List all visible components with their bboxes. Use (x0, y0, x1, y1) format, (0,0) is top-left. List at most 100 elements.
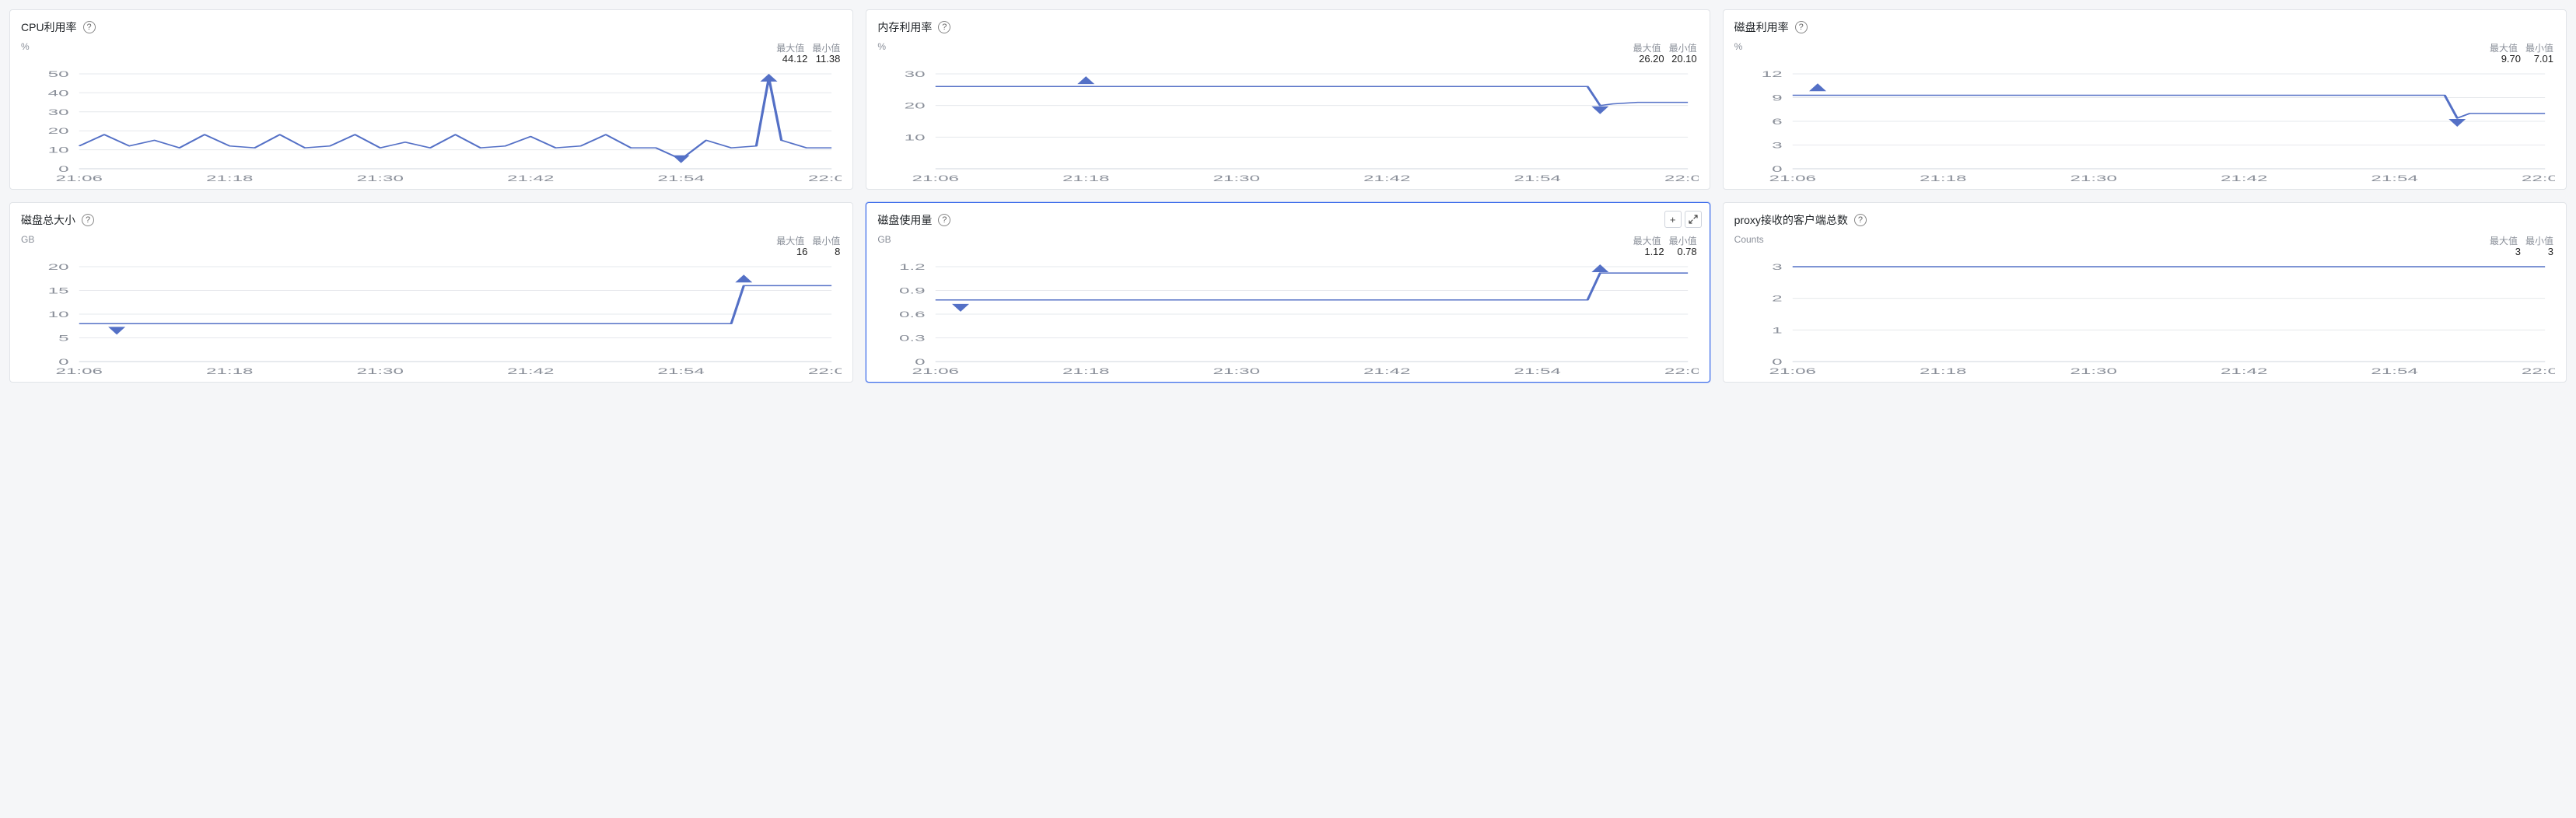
svg-text:21:54: 21:54 (2371, 366, 2417, 376)
chart-area[interactable]: 0510152021:0621:1821:3021:4221:5422:06 (21, 260, 842, 377)
stat-max-value: 26.20 (1632, 53, 1664, 65)
svg-text:12: 12 (1761, 69, 1782, 79)
svg-text:21:42: 21:42 (2221, 366, 2267, 376)
svg-text:0: 0 (915, 357, 925, 366)
panel-header: 磁盘利用率? (1734, 19, 2555, 35)
stat-max-label: 最大值 (776, 43, 804, 54)
svg-text:0: 0 (58, 357, 68, 366)
stats-block: 最大值最小值26.2020.10 (1626, 41, 1697, 65)
chart-panel-proxy-clients: proxy接收的客户端总数?Counts最大值最小值33012321:0621:… (1723, 202, 2567, 383)
svg-text:22:06: 22:06 (1664, 173, 1698, 183)
stat-min-label: 最小值 (1669, 236, 1697, 246)
help-icon[interactable]: ? (938, 21, 950, 33)
svg-text:5: 5 (58, 334, 68, 343)
svg-text:6: 6 (1772, 117, 1782, 126)
stat-max-label: 最大值 (776, 236, 804, 246)
chart-area[interactable]: 012321:0621:1821:3021:4221:5422:06 (1734, 260, 2555, 377)
chart-panel-disk-total: 磁盘总大小?GB最大值最小值1680510152021:0621:1821:30… (9, 202, 853, 383)
stat-min-value: 20.10 (1664, 53, 1697, 65)
chart-panel-memory: 内存利用率?%最大值最小值26.2020.1010203021:0621:182… (866, 9, 1710, 190)
chart-area[interactable]: 03691221:0621:1821:3021:4221:5422:06 (1734, 68, 2555, 184)
stats-block: 最大值最小值9.707.01 (2482, 41, 2553, 65)
chart-area[interactable]: 00.30.60.91.221:0621:1821:3021:4221:5422… (877, 260, 1698, 377)
svg-text:15: 15 (48, 286, 69, 295)
help-icon[interactable]: ? (1854, 214, 1867, 226)
svg-text:22:06: 22:06 (2522, 173, 2555, 183)
chart-area[interactable]: 0102030405021:0621:1821:3021:4221:5422:0… (21, 68, 842, 184)
svg-text:21:30: 21:30 (2070, 366, 2116, 376)
panel-title: 内存利用率 (877, 19, 932, 35)
panel-header: proxy接收的客户端总数? (1734, 212, 2555, 228)
unit-row: % 最大值最小值44.1211.38 (21, 41, 842, 65)
stats-block: 最大值最小值1.120.78 (1626, 234, 1697, 257)
unit-label: Counts (1734, 234, 1764, 245)
panel-title: proxy接收的客户端总数 (1734, 212, 1848, 228)
stat-max-label: 最大值 (2490, 236, 2518, 246)
svg-text:21:54: 21:54 (1514, 366, 1561, 376)
stat-max-label: 最大值 (2490, 43, 2518, 54)
expand-button[interactable] (1685, 211, 1702, 228)
stats-values: 9.707.01 (2482, 53, 2553, 65)
svg-text:21:54: 21:54 (1514, 173, 1561, 183)
svg-text:20: 20 (48, 126, 69, 135)
svg-text:20: 20 (48, 262, 69, 271)
svg-text:3: 3 (1772, 141, 1782, 150)
line-chart: 10203021:0621:1821:3021:4221:5422:06 (877, 68, 1698, 184)
stats-values: 44.1211.38 (768, 53, 840, 65)
svg-text:21:06: 21:06 (1769, 366, 1815, 376)
help-icon[interactable]: ? (1795, 21, 1808, 33)
svg-text:21:42: 21:42 (2221, 173, 2267, 183)
panel-header: 内存利用率? (877, 19, 1698, 35)
help-icon[interactable]: ? (83, 21, 96, 33)
help-icon[interactable]: ? (938, 214, 950, 226)
svg-text:21:54: 21:54 (657, 173, 704, 183)
chart-panel-cpu: CPU利用率?%最大值最小值44.1211.380102030405021:06… (9, 9, 853, 190)
svg-text:21:18: 21:18 (206, 366, 253, 376)
stats-values: 168 (768, 246, 840, 257)
svg-text:30: 30 (48, 107, 69, 117)
unit-row: Counts最大值最小值33 (1734, 234, 2555, 257)
stat-max-value: 44.12 (775, 53, 807, 65)
unit-label: % (21, 41, 30, 52)
stat-max-value: 16 (775, 246, 807, 257)
svg-text:21:30: 21:30 (356, 366, 403, 376)
panel-header: 磁盘总大小? (21, 212, 842, 228)
svg-text:21:42: 21:42 (1363, 173, 1410, 183)
svg-text:21:42: 21:42 (507, 173, 554, 183)
unit-row: %最大值最小值26.2020.10 (877, 41, 1698, 65)
stat-min-value: 0.78 (1664, 246, 1697, 257)
svg-text:21:06: 21:06 (1769, 173, 1815, 183)
add-button[interactable]: + (1664, 211, 1682, 228)
stats-block: 最大值最小值44.1211.38 (768, 41, 840, 65)
svg-text:22:06: 22:06 (2522, 366, 2555, 376)
svg-text:21:06: 21:06 (56, 173, 103, 183)
chart-panel-disk-used: 磁盘使用量?+GB最大值最小值1.120.7800.30.60.91.221:0… (866, 202, 1710, 383)
panel-title: 磁盘总大小 (21, 212, 75, 228)
svg-text:10: 10 (905, 132, 926, 142)
svg-text:10: 10 (48, 145, 69, 155)
stat-min-label: 最小值 (2525, 43, 2553, 54)
svg-text:9: 9 (1772, 93, 1782, 103)
svg-text:0: 0 (58, 164, 68, 173)
stat-min-value: 3 (2521, 246, 2553, 257)
stat-max-value: 9.70 (2488, 53, 2521, 65)
help-icon[interactable]: ? (82, 214, 94, 226)
stat-min-label: 最小值 (2525, 236, 2553, 246)
stat-max-value: 1.12 (1632, 246, 1664, 257)
svg-text:2: 2 (1772, 294, 1782, 303)
svg-text:22:06: 22:06 (808, 173, 842, 183)
svg-text:21:30: 21:30 (1213, 173, 1260, 183)
svg-text:0.6: 0.6 (899, 309, 926, 319)
svg-text:0.3: 0.3 (899, 334, 926, 343)
line-chart: 0510152021:0621:1821:3021:4221:5422:06 (21, 260, 842, 377)
unit-label: GB (21, 234, 34, 245)
svg-text:22:06: 22:06 (1664, 366, 1698, 376)
panel-actions: + (1664, 211, 1702, 228)
panel-title: CPU利用率 (21, 19, 77, 35)
stat-max-value: 3 (2488, 246, 2521, 257)
svg-text:30: 30 (905, 69, 926, 79)
chart-area[interactable]: 10203021:0621:1821:3021:4221:5422:06 (877, 68, 1698, 184)
svg-text:21:42: 21:42 (1363, 366, 1410, 376)
stat-min-value: 8 (807, 246, 840, 257)
svg-text:21:54: 21:54 (657, 366, 704, 376)
